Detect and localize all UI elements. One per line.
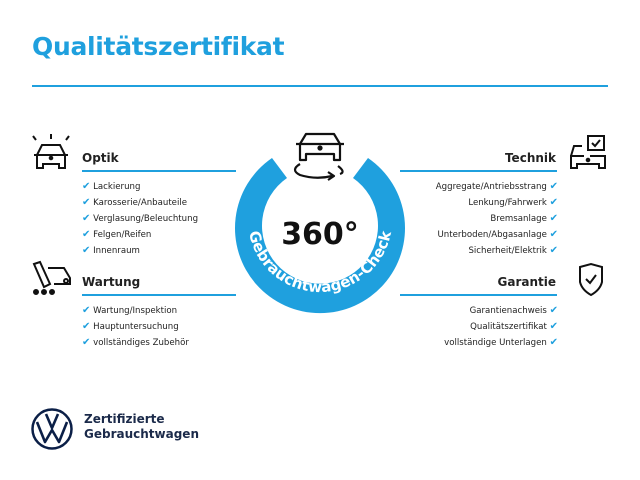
- check-icon: ✔: [82, 181, 91, 192]
- checklist-item: ✔ Innenraum: [82, 243, 198, 259]
- check-icon: ✔: [82, 245, 91, 256]
- checklist-item-label: Felgen/Reifen: [93, 230, 152, 240]
- checklist-item-label: Verglasung/Beleuchtung: [93, 214, 199, 224]
- checklist-item: ✔ Felgen/Reifen: [82, 227, 198, 243]
- footer-line-2: Gebrauchtwagen: [84, 427, 199, 441]
- optik-divider: [82, 170, 236, 172]
- checklist-item: Sicherheit/Elektrik ✔: [436, 243, 558, 259]
- checklist-item: Bremsanlage ✔: [436, 211, 558, 227]
- checklist-item: ✔ Verglasung/Beleuchtung: [82, 211, 198, 227]
- checklist-item: ✔ Hauptuntersuchung: [82, 319, 189, 335]
- check-icon: ✔: [82, 305, 91, 316]
- vw-logo: [31, 408, 73, 450]
- check-icon: ✔: [82, 321, 91, 332]
- title-divider: [32, 85, 608, 87]
- wartung-heading: Wartung: [82, 275, 141, 289]
- checklist-item-label: Sicherheit/Elektrik: [468, 246, 547, 256]
- check-icon: ✔: [82, 337, 91, 348]
- wartung-divider: [82, 294, 236, 296]
- garantie-divider: [400, 294, 557, 296]
- checklist-item: Garantienachweis ✔: [444, 303, 558, 319]
- check-icon: ✔: [549, 229, 558, 240]
- check-icon: ✔: [82, 229, 91, 240]
- checklist-item-label: vollständige Unterlagen: [444, 338, 547, 348]
- check-icon: ✔: [549, 305, 558, 316]
- check-icon: ✔: [549, 213, 558, 224]
- check-icon: ✔: [549, 245, 558, 256]
- car-checkbox-icon: [570, 135, 606, 169]
- check-icon: ✔: [549, 321, 558, 332]
- page-title: Qualitätszertifikat: [32, 32, 285, 61]
- technik-divider: [400, 170, 557, 172]
- checklist-item-label: Qualitätszertifikat: [470, 322, 547, 332]
- 360-check-graphic: Gebrauchtwagen-Check 360°: [235, 132, 405, 314]
- garantie-heading: Garantie: [497, 275, 557, 289]
- check-icon: ✔: [549, 197, 558, 208]
- checklist-item: Unterboden/Abgasanlage ✔: [436, 227, 559, 243]
- checklist-item: ✔ Lackierung: [82, 179, 198, 195]
- garantie-list: Garantienachweis ✔ Qualitätszertifikat ✔ v…: [444, 303, 558, 351]
- checklist-item-label: Bremsanlage: [490, 214, 547, 224]
- checklist-item-label: Innenraum: [93, 246, 140, 256]
- optik-heading: Optik: [82, 151, 119, 165]
- checklist-item: Qualitätszertifikat ✔: [444, 319, 558, 335]
- footer-brand: Zertifizierte Gebrauchtwagen: [84, 412, 199, 442]
- checklist-item-label: Hauptuntersuchung: [93, 322, 179, 332]
- checklist-item-label: vollständiges Zubehör: [93, 338, 189, 348]
- 360-label: 360°: [281, 217, 359, 252]
- checklist-item: ✔ Wartung/Inspektion: [82, 303, 189, 319]
- shield-check-icon: [579, 262, 603, 297]
- checklist-item: ✔ vollständiges Zubehör: [82, 335, 189, 351]
- check-icon: ✔: [549, 181, 558, 192]
- footer-line-1: Zertifizierte: [84, 412, 165, 426]
- technik-list: Aggregate/Antriebsstrang ✔ Lenkung/Fahrwe…: [436, 179, 558, 259]
- car-rotate-icon: [293, 132, 344, 181]
- checklist-item-label: Lackierung: [93, 182, 141, 192]
- checklist-item: Aggregate/Antriebsstrang ✔: [436, 179, 558, 195]
- checklist-item: Lenkung/Fahrwerk ✔: [436, 195, 558, 211]
- checklist-item-label: Garantienachweis: [469, 306, 547, 316]
- check-icon: ✔: [549, 337, 558, 348]
- checklist-item-label: Wartung/Inspektion: [93, 306, 178, 316]
- checklist-item-label: Aggregate/Antriebsstrang: [435, 182, 547, 192]
- car-lights-icon: [32, 134, 70, 169]
- checklist-item-label: Unterboden/Abgasanlage: [437, 230, 547, 240]
- checklist-item: vollständige Unterlagen ✔: [444, 335, 558, 351]
- technik-heading: Technik: [504, 151, 556, 165]
- check-icon: ✔: [82, 213, 91, 224]
- maintenance-van-icon: [32, 260, 71, 295]
- checklist-item-label: Lenkung/Fahrwerk: [468, 198, 547, 208]
- wartung-list: ✔ Wartung/Inspektion ✔ Hauptuntersuchung ✔…: [82, 303, 189, 351]
- ring: [235, 158, 405, 314]
- optik-list: ✔ Lackierung ✔ Karosserie/Anbauteile ✔ Ver…: [82, 179, 198, 259]
- check-icon: ✔: [82, 197, 91, 208]
- checklist-item: ✔ Karosserie/Anbauteile: [82, 195, 198, 211]
- checklist-item-label: Karosserie/Anbauteile: [93, 198, 188, 208]
